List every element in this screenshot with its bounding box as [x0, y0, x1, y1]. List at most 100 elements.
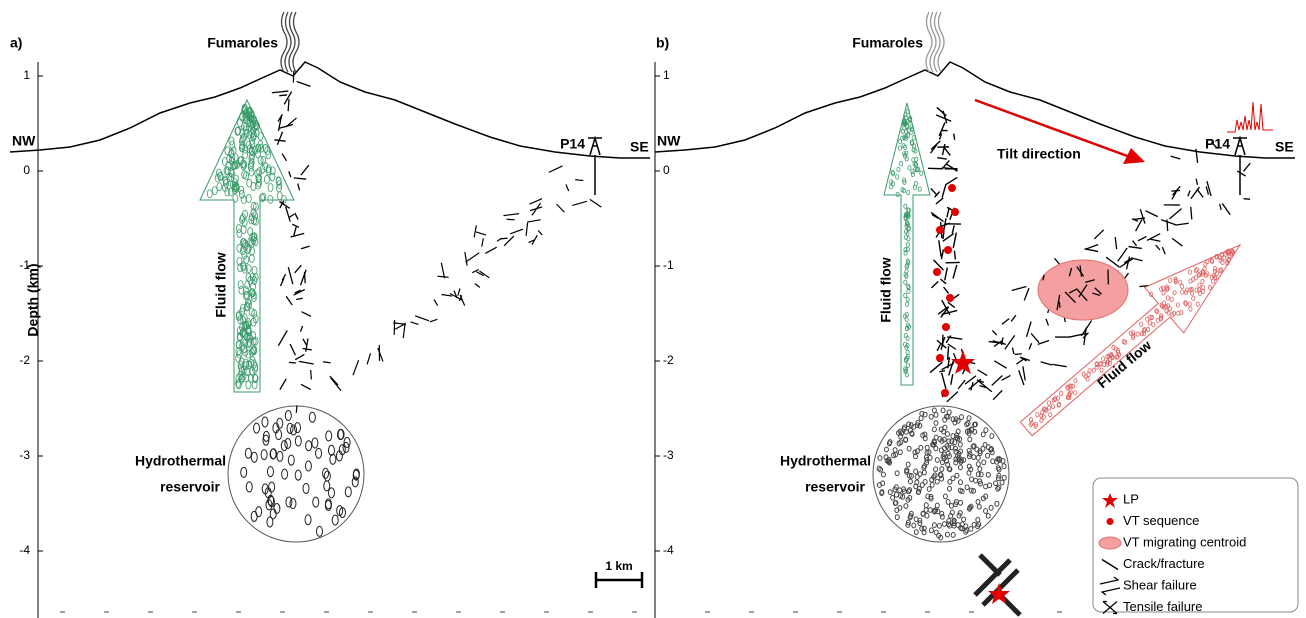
vt-event	[951, 208, 959, 216]
texture-grain	[1086, 371, 1091, 377]
crack	[952, 232, 958, 249]
texture-grain	[892, 447, 898, 453]
texture-grain	[216, 182, 223, 192]
fumaroles-label: Fumaroles	[852, 35, 923, 51]
texture-grain	[229, 169, 236, 179]
texture-grain	[936, 522, 942, 529]
crack	[352, 359, 360, 376]
crack	[1018, 370, 1025, 386]
texture-grain	[1166, 310, 1171, 316]
texture-grain	[944, 431, 950, 437]
texture-grain	[260, 192, 267, 202]
texture-grain	[943, 413, 949, 420]
texture-grain	[905, 296, 910, 302]
texture-grain	[902, 134, 907, 140]
texture-grain	[248, 253, 255, 263]
texture-grain	[922, 463, 928, 469]
crack	[1011, 285, 1027, 292]
crack	[475, 231, 487, 236]
texture-grain	[987, 482, 993, 489]
texture-grain	[1073, 378, 1078, 384]
texture-grain	[906, 189, 911, 196]
texture-grain	[1029, 420, 1034, 426]
legend-label: Tensile failure	[1123, 599, 1203, 614]
texture-grain	[1105, 361, 1110, 367]
texture-grain	[257, 155, 264, 165]
texture-grain	[1168, 277, 1173, 284]
texture-grain	[928, 493, 934, 500]
crack	[1042, 274, 1045, 281]
texture-grain	[1128, 330, 1133, 336]
texture-grain	[1159, 286, 1164, 292]
texture-grain	[1205, 271, 1210, 277]
texture-grain	[924, 449, 930, 456]
texture-grain	[265, 499, 273, 511]
texture-grain	[941, 445, 947, 452]
texture-grain	[329, 453, 337, 465]
texture-grain	[976, 521, 982, 528]
crack	[1079, 265, 1083, 277]
texture-grain	[276, 417, 284, 429]
crack	[930, 280, 939, 289]
texture-grain	[980, 431, 986, 438]
texture-grain	[913, 516, 919, 523]
crack	[1135, 218, 1143, 232]
texture-grain	[241, 313, 248, 323]
texture-grain	[1067, 392, 1072, 398]
texture-grain	[280, 440, 288, 452]
texture-grain	[919, 525, 925, 532]
crack	[1010, 314, 1017, 322]
texture-grain	[889, 184, 894, 190]
texture-grain	[1219, 252, 1224, 258]
texture-grain	[957, 510, 963, 516]
crack	[941, 183, 947, 198]
texture-grain	[249, 356, 256, 365]
crack	[1045, 318, 1050, 326]
texture-grain	[232, 193, 239, 203]
texture-grain	[903, 250, 908, 256]
texture-grain	[985, 444, 991, 451]
texture-grain	[940, 407, 946, 414]
texture-grain	[993, 480, 999, 487]
crack	[936, 106, 947, 117]
focal-star	[988, 583, 1010, 604]
texture-grain	[975, 461, 981, 468]
crack	[299, 325, 304, 332]
topography	[654, 61, 1295, 159]
panel: 1 0 -1 -2 -3 -4 Fumaroles NW SE P14 Hydrothermal re…	[654, 11, 1299, 618]
texture-grain	[970, 443, 976, 450]
texture-grain	[252, 373, 258, 383]
crack	[947, 343, 957, 350]
legend-vt	[1106, 518, 1114, 525]
texture-grain	[1190, 290, 1195, 296]
texture-grain	[294, 435, 302, 447]
texture-grain	[1101, 356, 1106, 362]
crack	[938, 240, 942, 257]
texture-grain	[905, 519, 911, 526]
texture-grain	[239, 134, 246, 144]
texture-grain	[284, 438, 292, 450]
texture-grain	[909, 123, 914, 130]
texture-grain	[262, 434, 270, 446]
texture-grain	[903, 144, 908, 150]
texture-grain	[941, 428, 947, 435]
crack	[1175, 222, 1189, 226]
texture-grain	[907, 487, 913, 493]
crack	[294, 212, 299, 220]
texture-grain	[276, 450, 284, 462]
texture-grain	[242, 242, 249, 251]
crack	[1085, 279, 1095, 284]
crack	[941, 166, 958, 171]
texture-grain	[1211, 273, 1216, 279]
crack	[936, 344, 942, 352]
crack	[1037, 339, 1050, 345]
texture-grain	[250, 336, 257, 346]
crack	[946, 391, 959, 403]
texture-grain	[1139, 321, 1144, 327]
texture-grain	[243, 286, 249, 295]
crack	[942, 232, 955, 242]
crack	[310, 369, 312, 380]
texture-grain	[917, 186, 922, 192]
texture-grain	[1028, 422, 1033, 428]
crack	[1172, 185, 1181, 196]
